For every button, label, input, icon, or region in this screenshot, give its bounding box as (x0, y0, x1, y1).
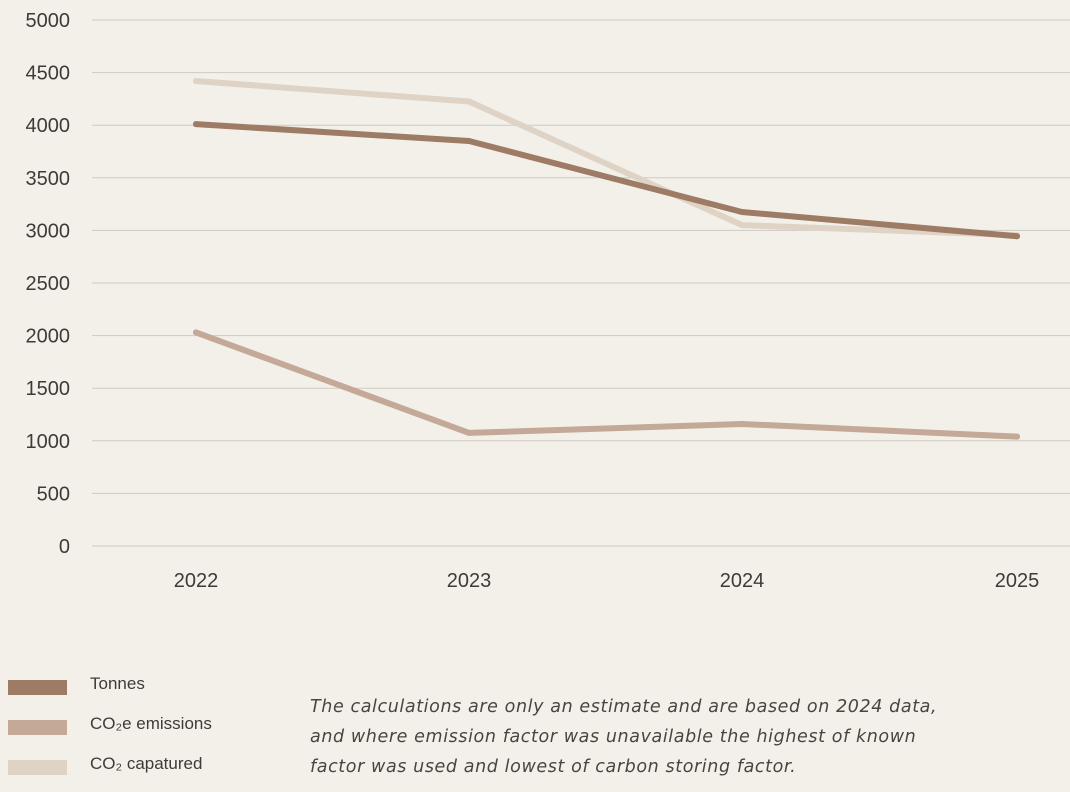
legend-swatch-co2e-emissions (8, 720, 67, 735)
data-point-co-capatured (739, 222, 745, 229)
series-line-tonnes (193, 121, 1020, 240)
y-tick-label: 2000 (26, 326, 71, 348)
data-point-tonnes (193, 121, 199, 128)
y-axis: 0 500 1000 1500 2000 2500 3000 3500 4000 4500 5000 (26, 10, 71, 558)
data-point-co-e-emissions (193, 329, 199, 336)
footnote: The calculations are only an estimate an… (310, 697, 938, 777)
data-point-co-e-emissions (1014, 433, 1020, 440)
x-tick-label: 2025 (995, 570, 1040, 592)
x-tick-label: 2024 (720, 570, 765, 592)
y-tick-label: 1500 (26, 378, 71, 400)
y-tick-label: 3000 (26, 220, 71, 242)
data-point-co-e-emissions (466, 429, 472, 436)
legend-swatch-tonnes (8, 680, 67, 695)
data-point-co-e-emissions (739, 421, 745, 427)
x-axis: 2022 2023 2024 2025 (174, 570, 1040, 592)
y-tick-label: 5000 (26, 10, 71, 32)
line-chart: 0 500 1000 1500 2000 2500 3000 3500 4000 4500 5000… (26, 10, 1070, 592)
series-line-co-capatured (193, 78, 1020, 239)
y-tick-label: 4000 (26, 115, 71, 137)
y-tick-label: 3500 (26, 168, 71, 190)
y-tick-label: 1000 (26, 431, 71, 453)
y-tick-label: 2500 (26, 273, 71, 295)
series-lines (193, 78, 1020, 440)
legend-label-co2e-emissions: CO₂e emissions (90, 714, 212, 733)
data-point-tonnes (466, 138, 472, 144)
legend-swatch-co2-captured (8, 760, 67, 775)
gridlines (92, 19, 1070, 547)
data-point-tonnes (739, 209, 745, 215)
legend-label-tonnes: Tonnes (90, 674, 145, 693)
data-point-co-capatured (193, 78, 199, 84)
data-point-tonnes (1014, 233, 1020, 240)
y-tick-label: 4500 (26, 63, 71, 85)
x-tick-label: 2023 (447, 570, 492, 592)
y-tick-label: 0 (59, 536, 70, 558)
legend-label-co2-captured: CO₂ capatured (90, 754, 203, 773)
series-line-co-e-emissions (193, 329, 1020, 440)
x-tick-label: 2022 (174, 570, 219, 592)
y-tick-label: 500 (37, 483, 70, 505)
data-point-co-capatured (466, 98, 472, 105)
